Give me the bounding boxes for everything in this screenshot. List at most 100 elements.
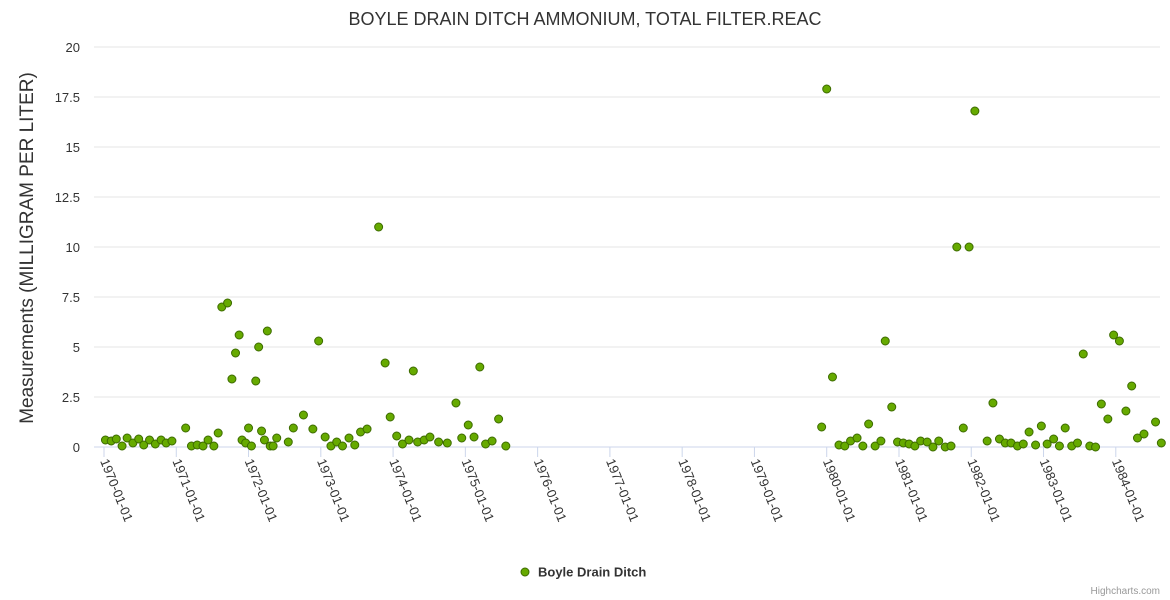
- data-point[interactable]: [463, 420, 473, 430]
- data-point[interactable]: [251, 376, 261, 386]
- data-point[interactable]: [385, 412, 395, 422]
- data-point[interactable]: [397, 439, 407, 449]
- data-point[interactable]: [1024, 427, 1034, 437]
- data-point[interactable]: [457, 433, 467, 443]
- data-point[interactable]: [1151, 417, 1161, 427]
- data-point[interactable]: [922, 437, 932, 447]
- data-point[interactable]: [1109, 330, 1119, 340]
- data-point[interactable]: [404, 435, 414, 445]
- data-point[interactable]: [970, 106, 980, 116]
- data-point[interactable]: [822, 84, 832, 94]
- data-point[interactable]: [350, 440, 360, 450]
- data-point[interactable]: [117, 441, 127, 451]
- data-point[interactable]: [858, 441, 868, 451]
- data-point[interactable]: [244, 423, 254, 433]
- data-point[interactable]: [198, 441, 208, 451]
- data-point[interactable]: [362, 424, 372, 434]
- data-point[interactable]: [262, 326, 272, 336]
- data-point[interactable]: [494, 414, 504, 424]
- data-point[interactable]: [134, 434, 144, 444]
- data-point[interactable]: [870, 441, 880, 451]
- data-point[interactable]: [425, 432, 435, 442]
- data-point[interactable]: [308, 424, 318, 434]
- data-point[interactable]: [840, 441, 850, 451]
- data-point[interactable]: [283, 437, 293, 447]
- data-point[interactable]: [408, 366, 418, 376]
- legend-item-label[interactable]: Boyle Drain Ditch: [538, 565, 646, 580]
- data-point[interactable]: [392, 431, 402, 441]
- data-point[interactable]: [111, 434, 121, 444]
- data-point[interactable]: [1127, 381, 1137, 391]
- data-point[interactable]: [167, 436, 177, 446]
- data-point[interactable]: [254, 342, 264, 352]
- data-point[interactable]: [1139, 429, 1149, 439]
- data-point[interactable]: [501, 441, 511, 451]
- data-point[interactable]: [864, 419, 874, 429]
- data-point[interactable]: [852, 433, 862, 443]
- data-point[interactable]: [246, 441, 256, 451]
- data-point[interactable]: [1036, 421, 1046, 431]
- data-point[interactable]: [298, 410, 308, 420]
- data-point[interactable]: [946, 441, 956, 451]
- data-point[interactable]: [223, 298, 233, 308]
- data-point[interactable]: [320, 432, 330, 442]
- data-point[interactable]: [934, 436, 944, 446]
- data-point[interactable]: [1054, 441, 1064, 451]
- data-point[interactable]: [1132, 433, 1142, 443]
- data-point[interactable]: [964, 242, 974, 252]
- data-point[interactable]: [928, 442, 938, 452]
- data-point[interactable]: [1091, 442, 1101, 452]
- credits-link[interactable]: Highcharts.com: [1091, 586, 1160, 597]
- data-point[interactable]: [434, 437, 444, 447]
- data-point[interactable]: [268, 441, 278, 451]
- data-point[interactable]: [451, 398, 461, 408]
- data-point[interactable]: [442, 438, 452, 448]
- data-point[interactable]: [257, 426, 267, 436]
- data-point[interactable]: [1031, 440, 1041, 450]
- data-point[interactable]: [1072, 438, 1082, 448]
- data-point[interactable]: [910, 441, 920, 451]
- data-point[interactable]: [1156, 438, 1166, 448]
- data-point[interactable]: [827, 372, 837, 382]
- data-point[interactable]: [1042, 439, 1052, 449]
- data-point[interactable]: [380, 358, 390, 368]
- data-point[interactable]: [1049, 434, 1059, 444]
- data-point[interactable]: [1114, 336, 1124, 346]
- data-point[interactable]: [288, 423, 298, 433]
- data-point[interactable]: [213, 428, 223, 438]
- data-point[interactable]: [469, 432, 479, 442]
- data-point[interactable]: [1121, 406, 1131, 416]
- data-point[interactable]: [374, 222, 384, 232]
- data-point[interactable]: [887, 402, 897, 412]
- data-point[interactable]: [876, 436, 886, 446]
- data-point[interactable]: [314, 336, 324, 346]
- data-point[interactable]: [234, 330, 244, 340]
- data-point[interactable]: [259, 435, 269, 445]
- data-point[interactable]: [988, 398, 998, 408]
- data-point[interactable]: [181, 423, 191, 433]
- data-point[interactable]: [1060, 423, 1070, 433]
- data-point[interactable]: [344, 433, 354, 443]
- data-point[interactable]: [122, 433, 132, 443]
- data-point[interactable]: [203, 435, 213, 445]
- data-point[interactable]: [139, 440, 149, 450]
- data-point[interactable]: [1078, 349, 1088, 359]
- data-point[interactable]: [487, 436, 497, 446]
- data-point[interactable]: [952, 242, 962, 252]
- data-point[interactable]: [227, 374, 237, 384]
- data-point[interactable]: [880, 336, 890, 346]
- x-tick-label: 1973-01-01: [314, 457, 353, 524]
- data-point[interactable]: [1096, 399, 1106, 409]
- data-point[interactable]: [958, 423, 968, 433]
- data-point[interactable]: [817, 422, 827, 432]
- data-point[interactable]: [337, 441, 347, 451]
- data-point[interactable]: [231, 348, 241, 358]
- data-point[interactable]: [209, 441, 219, 451]
- data-point[interactable]: [272, 433, 282, 443]
- data-point[interactable]: [1103, 414, 1113, 424]
- data-point[interactable]: [475, 362, 485, 372]
- legend[interactable]: Boyle Drain Ditch: [520, 565, 646, 580]
- data-point[interactable]: [1018, 439, 1028, 449]
- data-point[interactable]: [982, 436, 992, 446]
